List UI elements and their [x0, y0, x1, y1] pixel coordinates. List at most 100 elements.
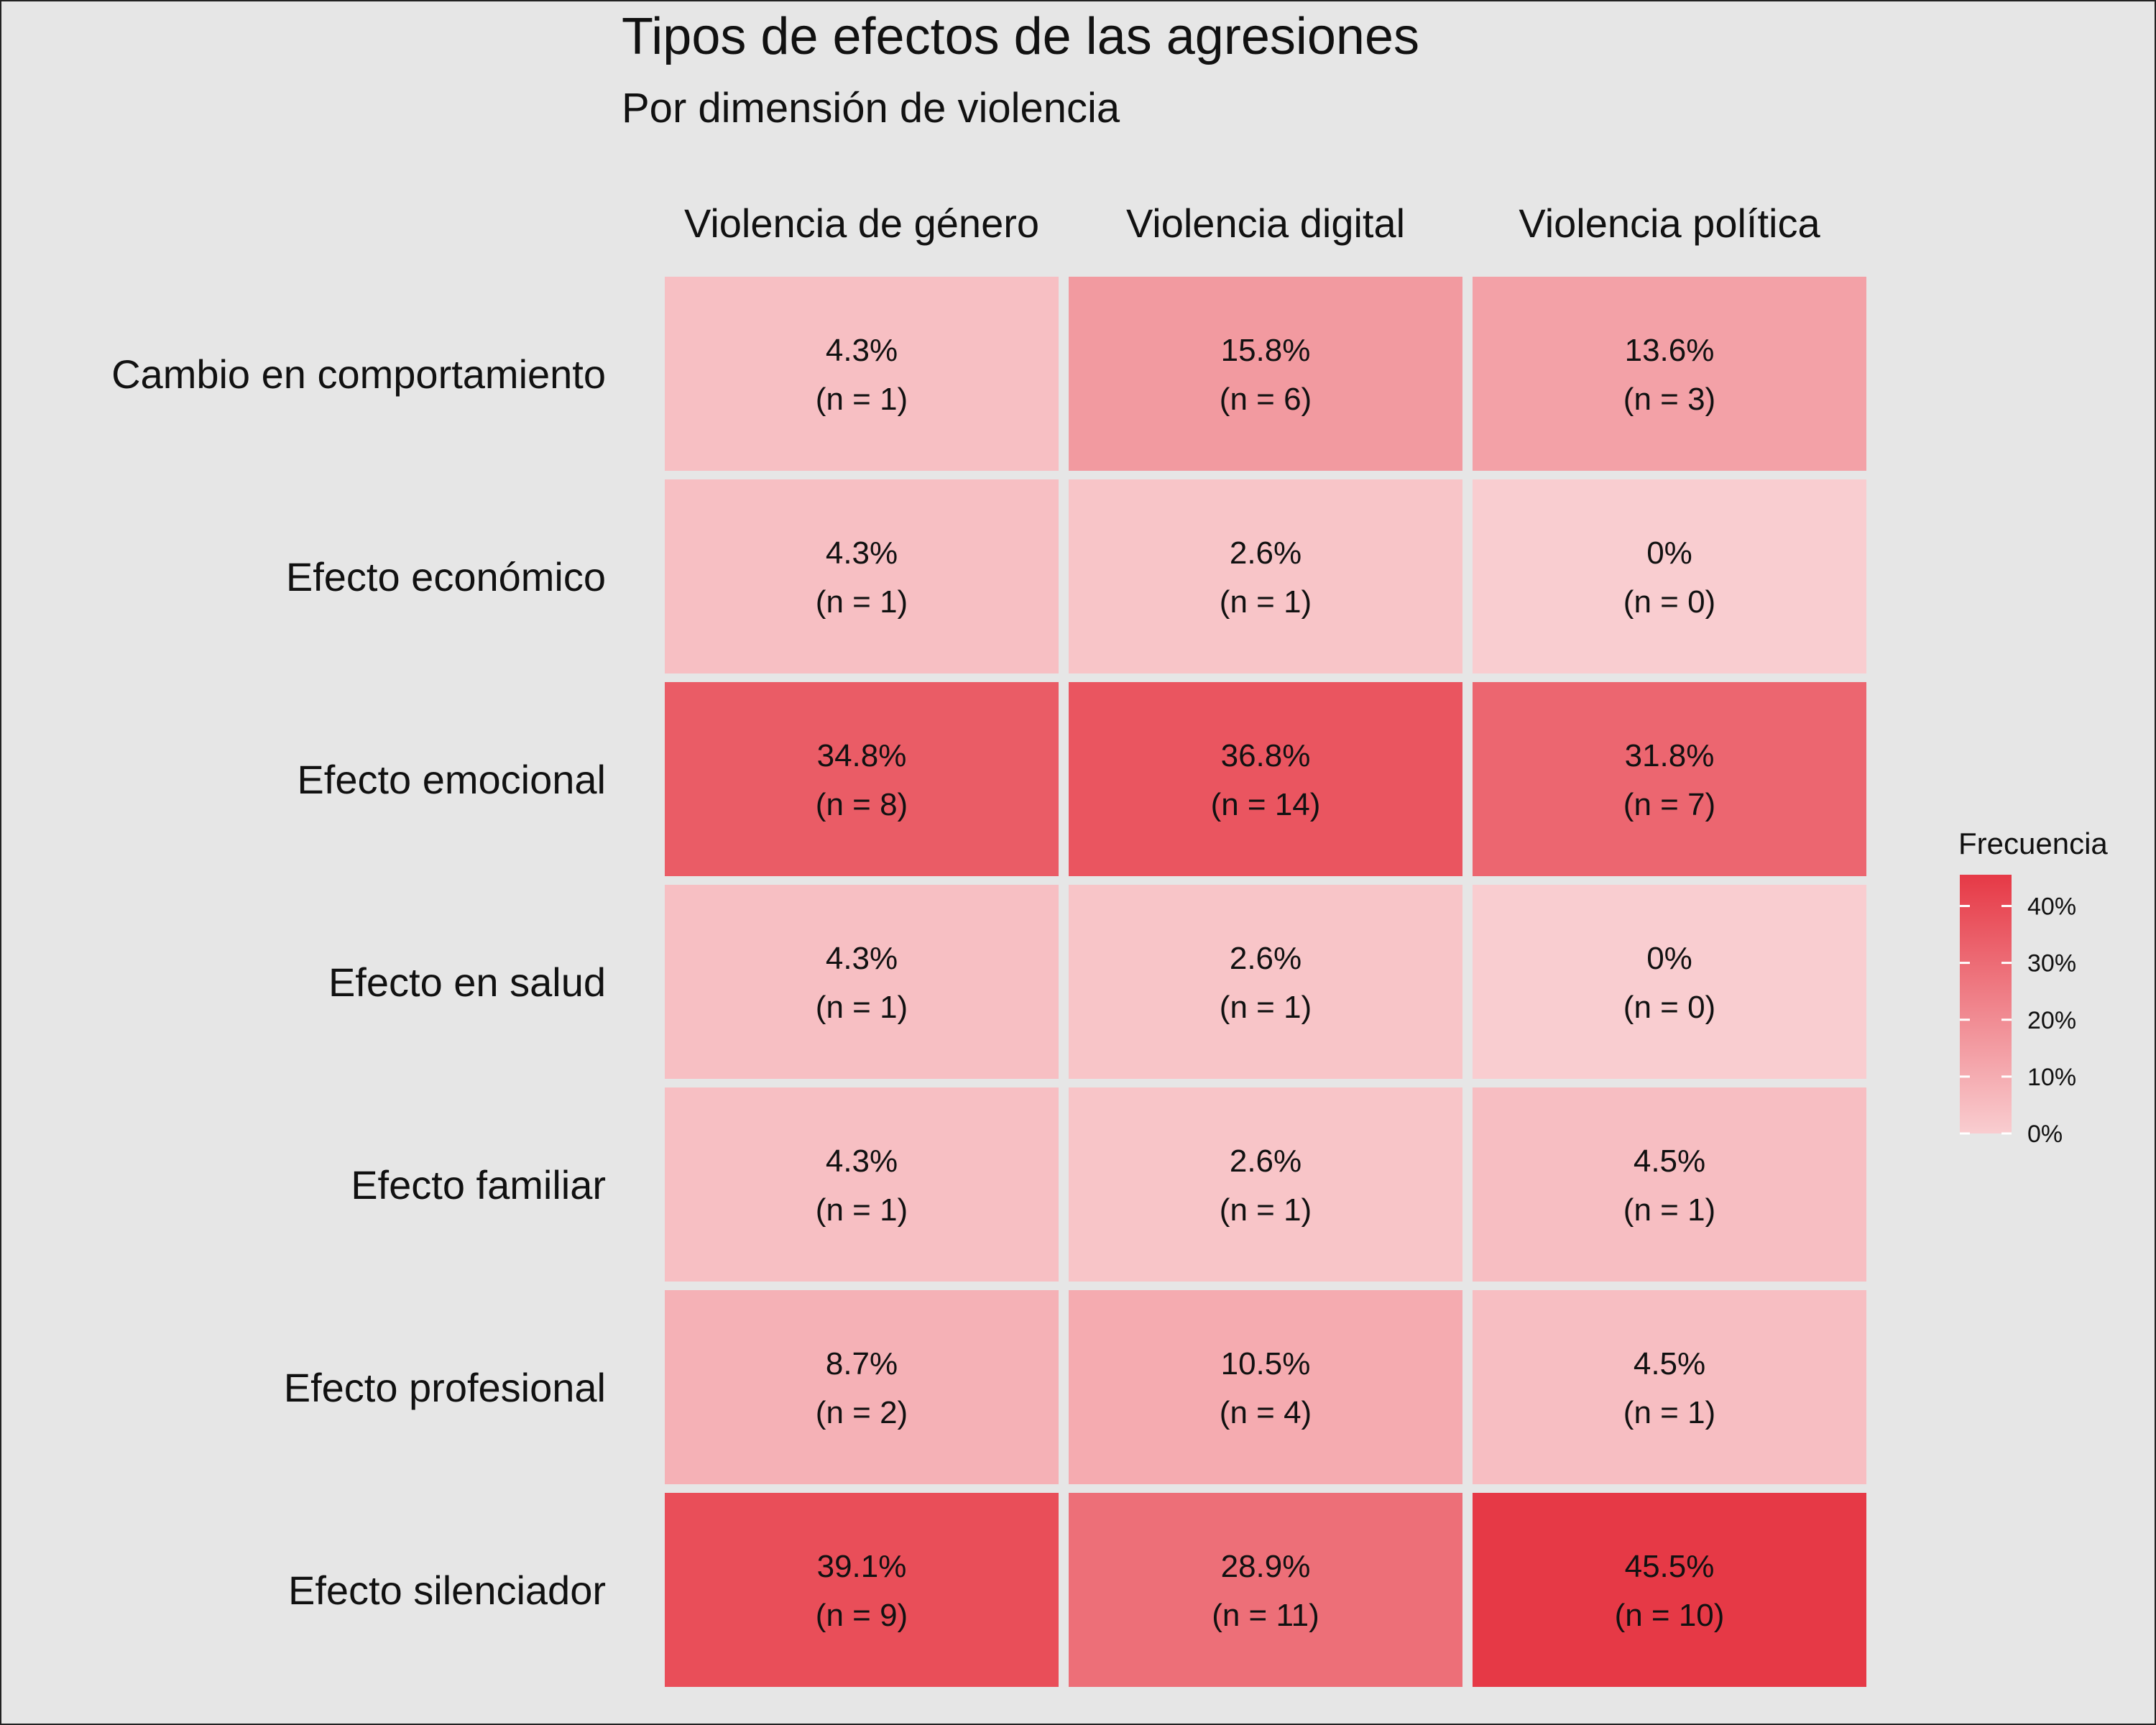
cell-percent-label: 2.6% — [1230, 1144, 1302, 1179]
cell-percent-label: 4.3% — [826, 1144, 898, 1179]
legend-colorbar — [1960, 875, 2012, 1133]
heatmap-tile — [665, 885, 1059, 1079]
cell-count-label: (n = 8) — [816, 787, 908, 822]
row-label: Efecto familiar — [351, 1162, 606, 1208]
heatmap-cell: 4.5% (n = 1) — [1473, 1087, 1866, 1282]
cell-percent-label: 8.7% — [826, 1346, 898, 1381]
row-label: Cambio en comportamiento — [111, 351, 606, 397]
heatmap-tile — [1473, 1493, 1866, 1687]
chart-title: Tipos de efectos de las agresiones — [622, 8, 1419, 65]
heatmap-tile — [1473, 479, 1866, 673]
cell-count-label: (n = 1) — [1220, 1192, 1312, 1228]
heatmap-cell: 2.6% (n = 1) — [1069, 1087, 1462, 1282]
column-header: Violencia política — [1519, 201, 1820, 246]
cell-count-label: (n = 1) — [1220, 584, 1312, 620]
cell-percent-label: 45.5% — [1625, 1549, 1715, 1584]
cell-count-label: (n = 3) — [1623, 382, 1715, 417]
cell-percent-label: 28.9% — [1221, 1549, 1311, 1584]
heatmap-tile — [1069, 885, 1462, 1079]
heatmap-tile — [1473, 1087, 1866, 1282]
cell-count-label: (n = 1) — [1220, 990, 1312, 1025]
heatmap-tile — [1069, 682, 1462, 876]
heatmap-tile — [1473, 1290, 1866, 1484]
row-label: Efecto silenciador — [288, 1568, 606, 1613]
cell-percent-label: 4.3% — [826, 535, 898, 571]
cell-count-label: (n = 6) — [1220, 382, 1312, 417]
cell-count-label: (n = 4) — [1220, 1395, 1312, 1430]
cell-percent-label: 2.6% — [1230, 941, 1302, 976]
cell-count-label: (n = 1) — [816, 382, 908, 417]
legend-tick-label: 40% — [2027, 893, 2076, 921]
cell-percent-label: 4.5% — [1634, 1144, 1705, 1179]
column-header: Violencia de género — [684, 201, 1039, 246]
row-label: Efecto emocional — [297, 757, 606, 802]
heatmap-cell: 36.8% (n = 14) — [1069, 682, 1462, 876]
cell-count-label: (n = 10) — [1615, 1598, 1725, 1633]
heatmap-tile — [1069, 479, 1462, 673]
heatmap-tile — [665, 1493, 1059, 1687]
cell-percent-label: 4.5% — [1634, 1346, 1705, 1381]
heatmap-tile — [665, 479, 1059, 673]
heatmap-cell: 2.6% (n = 1) — [1069, 479, 1462, 673]
heatmap-tile — [1473, 277, 1866, 471]
cell-percent-label: 4.3% — [826, 941, 898, 976]
legend-title: Frecuencia — [1958, 827, 2108, 860]
cell-count-label: (n = 1) — [1623, 1395, 1715, 1430]
heatmap-cell: 4.5% (n = 1) — [1473, 1290, 1866, 1484]
cell-percent-label: 36.8% — [1221, 738, 1311, 773]
heatmap-tile — [1473, 885, 1866, 1079]
heatmap-tile — [1069, 1493, 1462, 1687]
heatmap-cell: 8.7% (n = 2) — [665, 1290, 1059, 1484]
cell-count-label: (n = 1) — [816, 990, 908, 1025]
heatmap-cell: 2.6% (n = 1) — [1069, 885, 1462, 1079]
heatmap-tile — [1473, 682, 1866, 876]
cell-count-label: (n = 1) — [1623, 1192, 1715, 1228]
heatmap-cell: 34.8% (n = 8) — [665, 682, 1059, 876]
heatmap-cell: 28.9% (n = 11) — [1069, 1493, 1462, 1687]
row-label: Efecto económico — [286, 554, 606, 599]
heatmap-cell: 4.3% (n = 1) — [665, 1087, 1059, 1282]
heatmap-tile — [665, 682, 1059, 876]
legend-tick-label: 20% — [2027, 1007, 2076, 1034]
cell-percent-label: 0% — [1646, 941, 1692, 976]
row-label: Efecto en salud — [328, 960, 606, 1005]
legend-tick-label: 0% — [2027, 1121, 2063, 1148]
heatmap-cell: 0% (n = 0) — [1473, 885, 1866, 1079]
heatmap-tile — [665, 1087, 1059, 1282]
column-header: Violencia digital — [1126, 201, 1405, 246]
heatmap-tile — [1069, 1087, 1462, 1282]
cell-percent-label: 2.6% — [1230, 535, 1302, 571]
cell-percent-label: 0% — [1646, 535, 1692, 571]
heatmap-cell: 4.3% (n = 1) — [665, 885, 1059, 1079]
legend-tick-label: 10% — [2027, 1064, 2076, 1091]
heatmap-cell: 13.6% (n = 3) — [1473, 277, 1866, 471]
chart-subtitle: Por dimensión de violencia — [622, 85, 1120, 132]
heatmap-cell: 4.3% (n = 1) — [665, 479, 1059, 673]
heatmap-tile — [665, 277, 1059, 471]
heatmap-cell: 15.8% (n = 6) — [1069, 277, 1462, 471]
cell-count-label: (n = 14) — [1211, 787, 1321, 822]
cell-count-label: (n = 11) — [1212, 1598, 1319, 1633]
heatmap-cell: 31.8% (n = 7) — [1473, 682, 1866, 876]
cell-count-label: (n = 0) — [1623, 584, 1715, 620]
heatmap-tile — [1069, 1290, 1462, 1484]
cell-percent-label: 34.8% — [817, 738, 907, 773]
cell-percent-label: 13.6% — [1625, 333, 1715, 368]
cell-percent-label: 39.1% — [817, 1549, 907, 1584]
cell-count-label: (n = 1) — [816, 1192, 908, 1228]
legend-tick-label: 30% — [2027, 950, 2076, 978]
heatmap-cell: 0% (n = 0) — [1473, 479, 1866, 673]
row-label: Efecto profesional — [284, 1365, 606, 1410]
heatmap-tile — [1069, 277, 1462, 471]
cell-count-label: (n = 7) — [1623, 787, 1715, 822]
cell-percent-label: 15.8% — [1221, 333, 1311, 368]
cell-count-label: (n = 2) — [816, 1395, 908, 1430]
cell-count-label: (n = 9) — [816, 1598, 908, 1633]
heatmap-cell: 4.3% (n = 1) — [665, 277, 1059, 471]
cell-percent-label: 10.5% — [1221, 1346, 1311, 1381]
heatmap-cell: 45.5% (n = 10) — [1473, 1493, 1866, 1687]
cell-count-label: (n = 0) — [1623, 990, 1715, 1025]
cell-percent-label: 31.8% — [1625, 738, 1715, 773]
cell-percent-label: 4.3% — [826, 333, 898, 368]
